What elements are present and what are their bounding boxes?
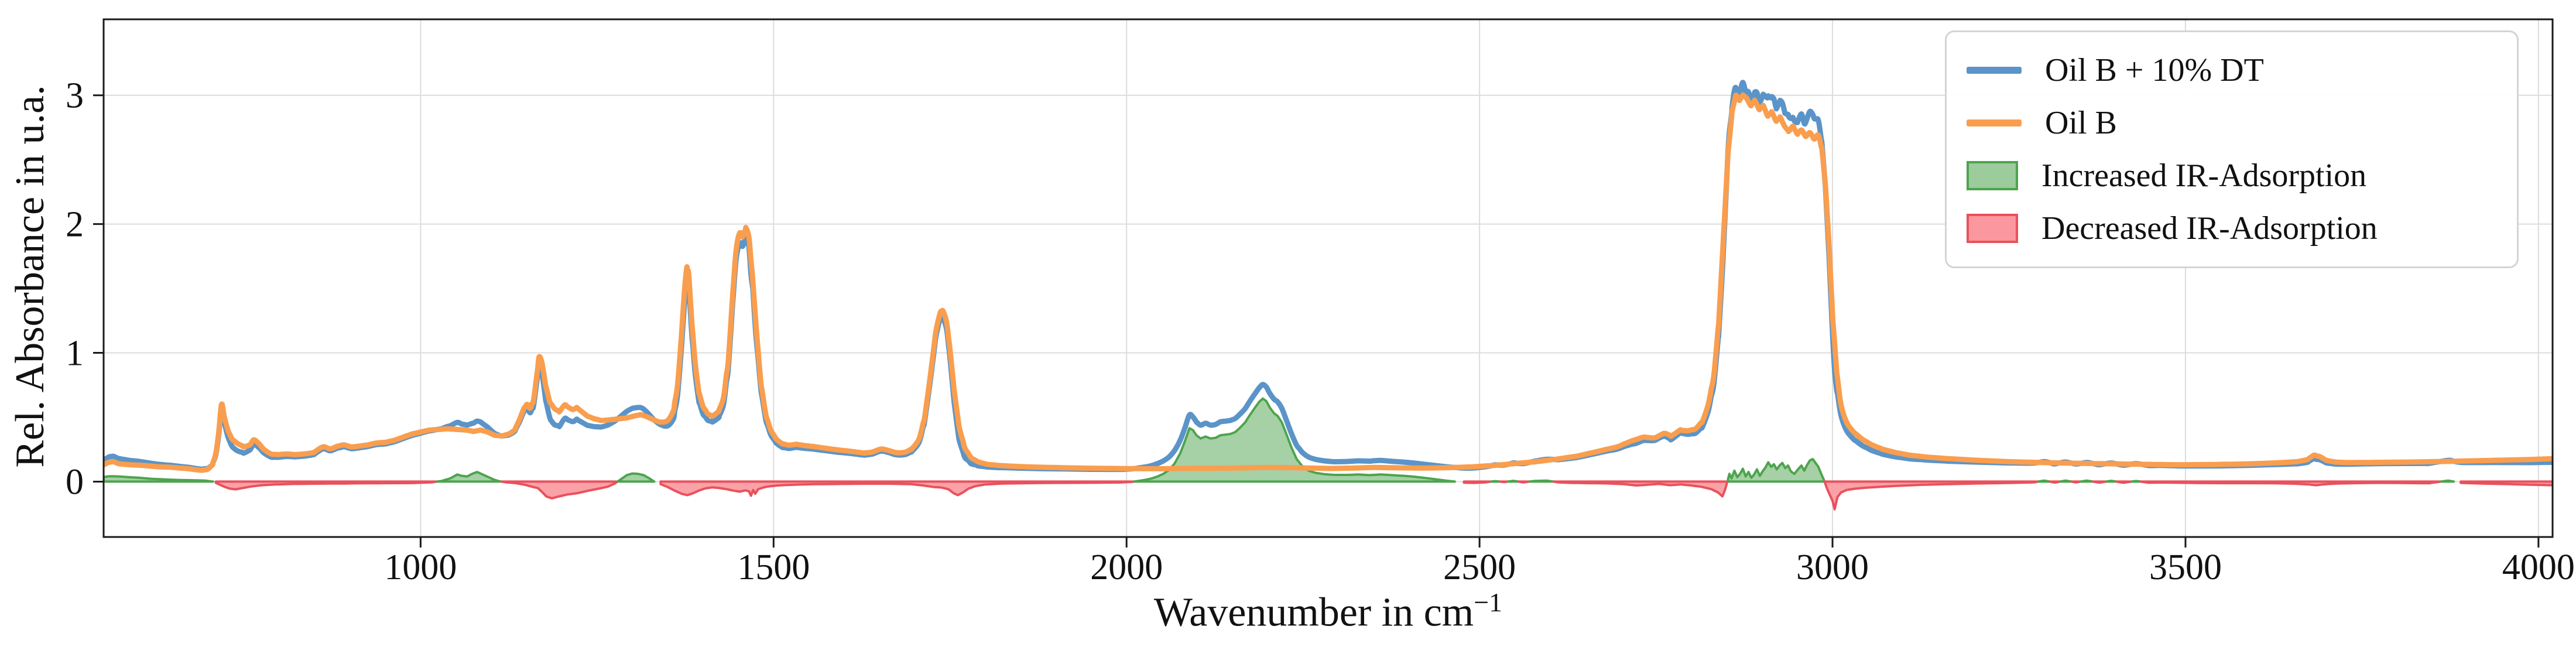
decreased-adsorption-fill bbox=[214, 480, 439, 491]
increased-adsorption-fill bbox=[1727, 458, 1826, 483]
decreased-adsorption-fill bbox=[2115, 480, 2133, 484]
x-tick-label: 2000 bbox=[1090, 548, 1163, 587]
difference-fills bbox=[104, 397, 2553, 511]
increased-adsorption-fill bbox=[436, 471, 503, 483]
decreased-adsorption-fill bbox=[2070, 480, 2082, 484]
decreased-adsorption-fill bbox=[1462, 480, 1492, 484]
x-tick-label: 1000 bbox=[384, 548, 457, 587]
x-axis-label-text: Wavenumber in cm bbox=[1153, 590, 1474, 635]
decreased-adsorption-fill bbox=[2459, 480, 2553, 487]
decreased-adsorption-fill bbox=[1823, 480, 2040, 511]
y-tick-label: 2 bbox=[66, 205, 84, 245]
legend: Oil B + 10% DT Oil B Increased IR-Adsorp… bbox=[1945, 30, 2519, 268]
increased-adsorption-fill bbox=[616, 472, 656, 483]
legend-patch-swatch-red bbox=[1967, 214, 2018, 243]
legend-line-swatch-blue bbox=[1967, 67, 2022, 74]
x-tick-label: 2500 bbox=[1443, 548, 1516, 587]
decreased-adsorption-fill bbox=[1552, 480, 1729, 498]
x-tick-label: 3000 bbox=[1796, 548, 1869, 587]
x-tick-label: 4000 bbox=[2502, 548, 2575, 587]
legend-label: Decreased IR-Adsorption bbox=[2041, 210, 2378, 247]
spectra-lines bbox=[104, 80, 2553, 473]
decreased-adsorption-fill bbox=[659, 480, 1135, 497]
legend-item-increased: Increased IR-Adsorption bbox=[1967, 159, 2497, 192]
axis-ticks bbox=[93, 94, 2540, 548]
increased-adsorption-fill bbox=[2079, 479, 2094, 483]
legend-line-swatch-orange bbox=[1967, 119, 2022, 126]
decreased-adsorption-fill bbox=[2048, 480, 2061, 484]
increased-adsorption-fill bbox=[1489, 480, 1501, 483]
decreased-adsorption-fill bbox=[1517, 480, 1531, 484]
y-tick-label: 1 bbox=[66, 334, 84, 374]
legend-item-oil-b-10dt: Oil B + 10% DT bbox=[1967, 54, 2497, 87]
decreased-adsorption-fill bbox=[1498, 480, 1509, 484]
increased-adsorption-fill bbox=[1132, 397, 1456, 483]
increased-adsorption-fill bbox=[2440, 479, 2455, 483]
decreased-adsorption-fill bbox=[2092, 480, 2108, 484]
x-tick-label: 3500 bbox=[2149, 548, 2222, 587]
decreased-adsorption-fill bbox=[500, 480, 619, 500]
plot-border bbox=[102, 18, 2554, 538]
series-oil-b-line bbox=[104, 92, 2553, 473]
legend-label: Oil B bbox=[2045, 105, 2117, 141]
increased-adsorption-fill bbox=[1528, 479, 1555, 483]
y-tick-label: 3 bbox=[66, 76, 84, 116]
decreased-adsorption-fill bbox=[2139, 480, 2443, 487]
legend-label: Increased IR-Adsorption bbox=[2041, 158, 2367, 194]
x-tick-label: 1500 bbox=[737, 548, 810, 587]
x-axis-label-exponent: −1 bbox=[1474, 587, 1503, 617]
increased-adsorption-fill bbox=[104, 475, 214, 483]
y-tick-label: 0 bbox=[66, 462, 84, 502]
legend-item-decreased: Decreased IR-Adsorption bbox=[1967, 212, 2497, 245]
legend-label: Oil B + 10% DT bbox=[2045, 52, 2264, 88]
increased-adsorption-fill bbox=[2037, 479, 2051, 483]
x-axis-label: Wavenumber in cm−1 bbox=[104, 587, 2553, 636]
legend-item-oil-b: Oil B bbox=[1967, 107, 2497, 139]
tick-labels: 1000 1500 2000 2500 3000 3500 4000 0 1 2 3 bbox=[66, 76, 2575, 587]
y-axis-label: Rel. Absorbance in u.a. bbox=[8, 85, 53, 468]
legend-patch-swatch-green bbox=[1967, 161, 2018, 190]
increased-adsorption-fill bbox=[2058, 479, 2073, 483]
